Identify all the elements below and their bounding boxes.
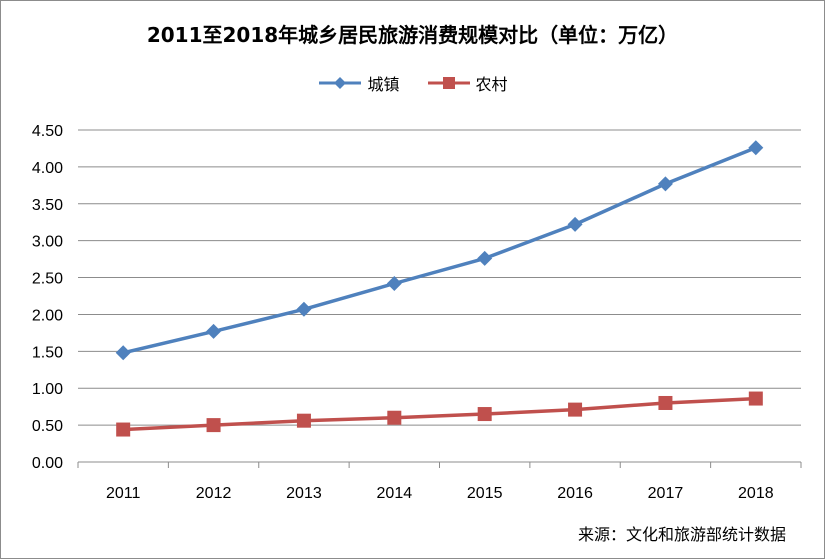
data-point-diamond: [296, 301, 312, 317]
y-tick-label: 0.00: [32, 455, 63, 472]
data-point-square: [748, 391, 763, 406]
data-point-diamond: [567, 216, 583, 232]
data-point-diamond: [386, 275, 402, 291]
series-line-1: [123, 396, 756, 432]
x-tick-label: 2013: [286, 485, 322, 502]
y-tick-label: 4.50: [32, 123, 63, 140]
y-tick-label: 1.50: [32, 344, 63, 361]
data-point-diamond: [206, 323, 222, 339]
data-point-square: [116, 422, 131, 437]
data-point-diamond: [115, 345, 131, 361]
series-line-0: [122, 146, 757, 355]
data-point-diamond: [748, 140, 764, 156]
y-tick-label: 4.00: [32, 160, 63, 177]
legend-item-urban: 城镇: [317, 71, 400, 95]
data-point-square: [568, 402, 583, 417]
data-point-diamond: [477, 250, 493, 266]
x-tick-label: 2018: [738, 485, 774, 502]
y-tick-label: 3.00: [32, 234, 63, 251]
y-tick-label: 3.50: [32, 197, 63, 214]
x-tick-label: 2015: [467, 485, 503, 502]
y-tick-label: 2.00: [32, 307, 63, 324]
data-point-square: [206, 418, 221, 433]
legend-marker-square-icon: [427, 77, 470, 89]
data-point-square: [387, 410, 402, 425]
legend-label-rural: 农村: [475, 75, 508, 94]
y-tick-label: 0.50: [32, 418, 63, 435]
x-tick-label: 2012: [196, 485, 232, 502]
legend: 城镇 农村: [1, 71, 824, 95]
data-point-square: [477, 407, 492, 422]
source-note: 来源：文化和旅游部统计数据: [577, 525, 786, 544]
x-tick-label: 2017: [648, 485, 684, 502]
data-point-square: [658, 395, 673, 410]
y-tick-label: 1.00: [32, 381, 63, 398]
x-tick-label: 2016: [557, 485, 593, 502]
data-point-square: [296, 413, 311, 428]
x-tick-label: 2014: [377, 485, 413, 502]
x-tick-label: 2011: [106, 485, 141, 502]
legend-marker-diamond-icon: [319, 77, 362, 89]
data-point-diamond: [657, 176, 673, 192]
y-tick-label: 2.50: [32, 271, 63, 288]
legend-label-urban: 城镇: [367, 75, 400, 94]
chart-title: 2011至2018年城乡居民旅游消费规模对比（单位：万亿）: [146, 23, 679, 47]
legend-item-rural: 农村: [426, 71, 508, 95]
